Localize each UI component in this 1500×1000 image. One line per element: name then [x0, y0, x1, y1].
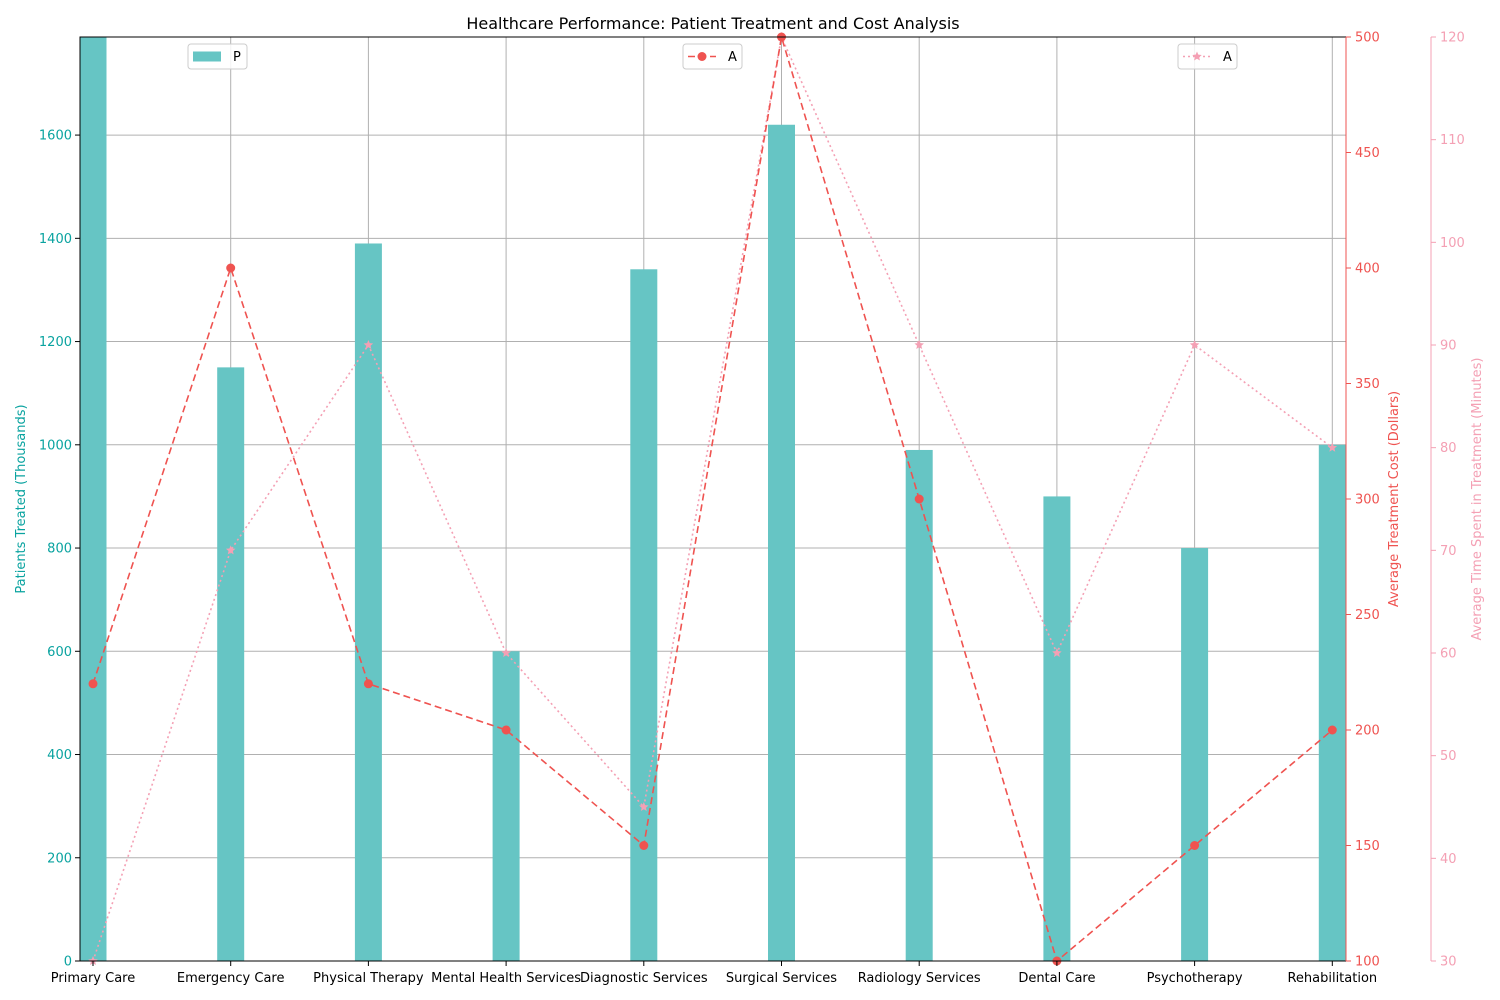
circle-point: [1190, 841, 1200, 850]
bar: [217, 367, 245, 961]
y-tick-label-left: 0: [64, 955, 72, 970]
bar: [79, 37, 107, 961]
y-tick-label-right-cost: 350: [1355, 377, 1380, 392]
circle-point: [639, 841, 649, 850]
circle-point: [226, 263, 236, 273]
bar: [1043, 496, 1071, 961]
y-tick-label-left: 600: [47, 645, 72, 660]
y-tick-label-right-time: 50: [1440, 749, 1457, 764]
legend-label: A: [1223, 50, 1232, 65]
y-tick-label-right-cost: 100: [1355, 955, 1380, 970]
star-point: [225, 545, 236, 555]
series-line: [92, 34, 1333, 962]
chart-title: Healthcare Performance: Patient Treatmen…: [466, 14, 959, 33]
legend-label: P: [233, 50, 241, 65]
bar-series: [79, 37, 1346, 961]
x-tick-label: Psychotherapy: [1147, 971, 1243, 986]
y-tick-label-left: 1200: [39, 335, 72, 350]
circle-point: [363, 679, 373, 689]
line-series: [88, 32, 1338, 966]
y-tick-label-right-cost: 300: [1355, 493, 1380, 508]
circle-point: [501, 725, 511, 735]
y-tick-label-right-cost: 450: [1355, 146, 1380, 161]
y-tick-label-right-time: 100: [1440, 236, 1465, 251]
y-tick-label-right-cost: 250: [1355, 608, 1380, 623]
bar: [768, 124, 795, 961]
y-tick-label-right-time: 120: [1440, 31, 1465, 46]
star-point: [1189, 340, 1200, 350]
x-tick-label: Mental Health Services: [431, 971, 581, 986]
x-tick-label: Physical Therapy: [313, 971, 424, 986]
x-tick-label: Emergency Care: [177, 971, 285, 986]
y-tick-label-right-time: 40: [1440, 852, 1457, 867]
circle-point: [1327, 725, 1337, 735]
bar: [492, 651, 520, 961]
y-axis-label-right-time: Average Time Spent in Treatment (Minutes…: [1470, 357, 1485, 640]
legend-label: A: [728, 50, 737, 65]
star-point: [1327, 442, 1338, 452]
star-point: [363, 340, 374, 350]
star-point: [914, 340, 924, 350]
y-tick-label-left: 800: [47, 542, 72, 557]
y-axis-label-right-cost: Average Treatment Cost (Dollars): [1387, 391, 1402, 607]
x-tick-label: Surgical Services: [726, 971, 837, 986]
bar: [630, 269, 658, 961]
series-line: [92, 36, 1333, 963]
y-tick-label-left: 1600: [39, 129, 72, 144]
y-tick-label-right-cost: 150: [1355, 839, 1380, 854]
y-tick-label-right-time: 60: [1440, 647, 1457, 662]
bar: [1181, 548, 1209, 961]
bar: [1318, 444, 1346, 961]
legend-swatch: [193, 51, 221, 62]
x-tick-label: Diagnostic Services: [580, 971, 708, 986]
y-tick-label-left: 1000: [39, 438, 72, 453]
y-tick-label-right-cost: 200: [1355, 724, 1380, 739]
x-tick-label: Radiology Services: [858, 971, 981, 986]
axes: Primary Care Emergency Care Physical Thera…: [39, 31, 1465, 987]
y-tick-label-right-cost: 500: [1355, 31, 1380, 46]
y-tick-label-left: 400: [47, 748, 72, 763]
star-point: [501, 648, 511, 658]
y-tick-label-left: 200: [47, 851, 72, 866]
x-tick-label: Primary Care: [51, 971, 135, 986]
y-tick-label-right-time: 110: [1440, 133, 1465, 148]
y-tick-label-right-time: 70: [1440, 544, 1457, 559]
y-tick-label-right-time: 80: [1440, 441, 1457, 456]
y-tick-label-right-time: 90: [1440, 339, 1457, 354]
y-tick-label-right-cost: 400: [1355, 262, 1380, 277]
star-point: [1052, 648, 1062, 658]
legend-box: [1177, 43, 1238, 70]
y-axis-label-left: Patients Treated (Thousands): [14, 404, 29, 593]
x-tick-label: Dental Care: [1018, 971, 1095, 986]
star-point: [639, 802, 649, 812]
bar: [354, 243, 382, 961]
legend-marker: [697, 52, 707, 61]
x-tick-label: Rehabilitation: [1287, 971, 1377, 986]
y-tick-label-right-time: 30: [1440, 955, 1457, 970]
legend-marker: [1192, 51, 1202, 61]
y-tick-label-left: 1400: [39, 232, 72, 247]
circle-point: [914, 494, 924, 504]
bar: [905, 449, 933, 961]
circle-point: [88, 679, 98, 689]
